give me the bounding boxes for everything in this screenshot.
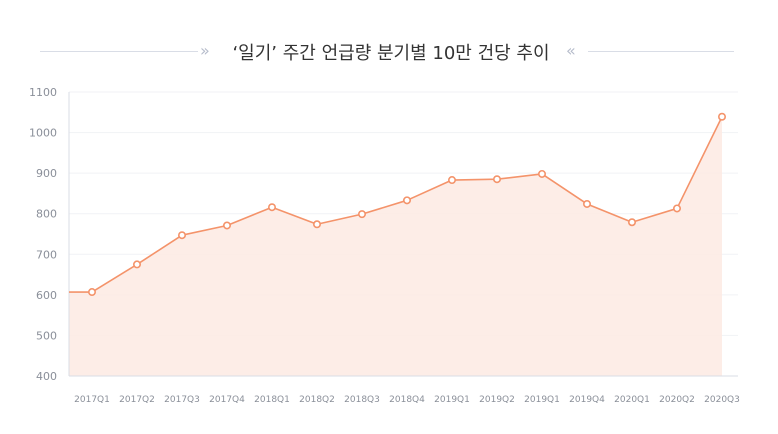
series-area [69, 116, 722, 377]
x-tick-labels: 2017Q1 2017Q2 2017Q3 2017Q4 2018Q1 2018Q2 2018… [74, 395, 740, 405]
x-tick-label: 2019Q2 [479, 395, 515, 405]
area-layer [69, 116, 722, 377]
data-point [402, 196, 411, 205]
data-point [582, 199, 591, 208]
x-tick-label: 2020Q3 [704, 395, 740, 405]
data-point [223, 221, 232, 230]
y-tick-label: 600 [36, 289, 57, 302]
y-tick-labels: 400 500 600 700 800 900 1000 1100 [29, 86, 57, 383]
x-tick-label: 2020Q2 [659, 395, 695, 405]
data-point [492, 175, 501, 184]
data-point [88, 288, 97, 297]
points-layer [88, 112, 726, 297]
x-tick-label: 2017Q4 [209, 395, 245, 405]
y-tick-label: 1100 [29, 86, 57, 99]
x-tick-label: 2018Q4 [389, 395, 425, 405]
x-tick-label: 2019Q1 [524, 395, 560, 405]
title-row: ›› ‘일기’ 주간 언급량 분기별 10만 건당 추이 ‹‹ [0, 36, 778, 66]
x-tick-label: 2018Q3 [344, 395, 380, 405]
data-point [178, 231, 187, 240]
data-point [133, 260, 142, 269]
data-point [312, 220, 321, 229]
title-rule-right [588, 51, 734, 52]
data-point [717, 112, 726, 121]
data-point [447, 176, 456, 185]
series-line [69, 116, 723, 293]
x-tick-label: 2019Q4 [569, 395, 605, 405]
x-tick-label: 2017Q3 [164, 395, 200, 405]
y-tick-label: 800 [36, 208, 57, 221]
chart-title: ‘일기’ 주간 언급량 분기별 10만 건당 추이 [232, 43, 550, 64]
data-point [537, 169, 546, 178]
x-tick-label: 2017Q1 [74, 395, 110, 405]
data-point [267, 203, 276, 212]
y-tick-label: 400 [36, 370, 57, 383]
chevron-right-double-icon: ›› [200, 41, 210, 60]
axes [68, 92, 738, 377]
x-tick-label: 2018Q2 [299, 395, 335, 405]
y-tick-label: 900 [36, 167, 57, 180]
x-tick-label: 2017Q2 [119, 395, 155, 405]
title-rule-left [40, 51, 198, 52]
x-tick-label: 2020Q1 [614, 395, 650, 405]
chevron-left-double-icon: ‹‹ [566, 41, 576, 60]
line-layer [69, 116, 723, 293]
data-point [357, 210, 366, 219]
x-tick-label: 2019Q1 [434, 395, 470, 405]
data-point [672, 204, 681, 213]
y-tick-label: 1000 [29, 127, 57, 140]
data-point [627, 218, 636, 227]
x-tick-label: 2018Q1 [254, 395, 290, 405]
y-tick-label: 500 [36, 329, 57, 342]
y-tick-label: 700 [36, 248, 57, 261]
